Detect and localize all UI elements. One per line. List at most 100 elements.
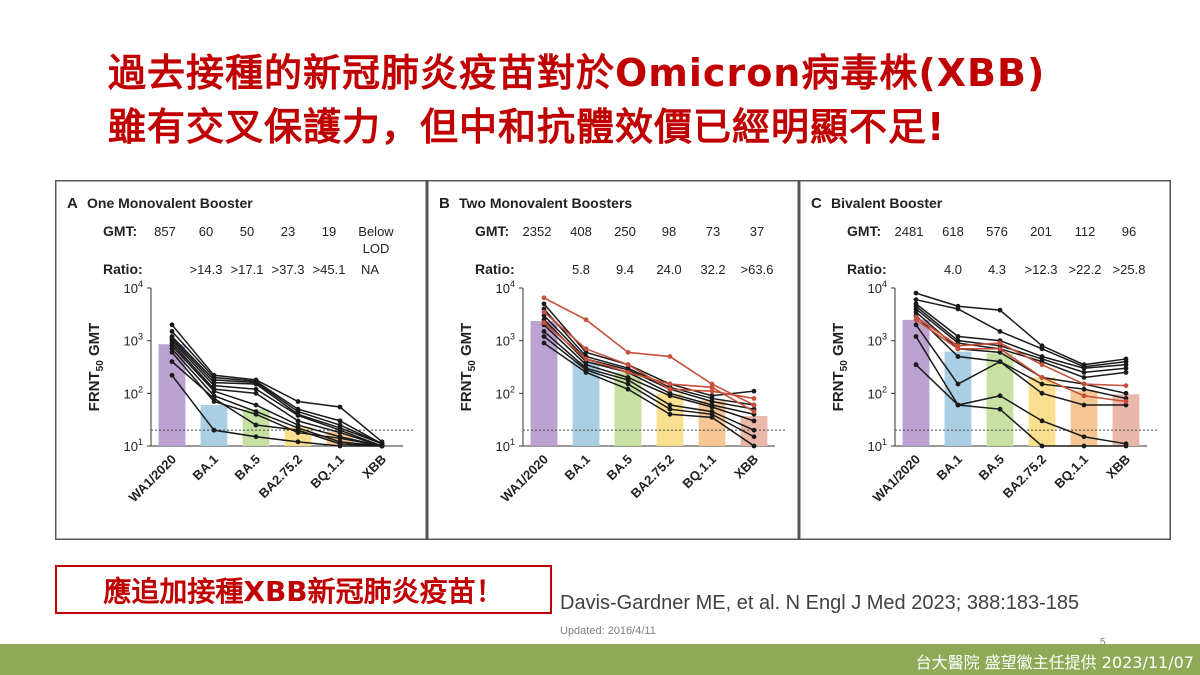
data-point <box>751 388 757 394</box>
gmt-value: 201 <box>1030 224 1052 239</box>
series-line <box>915 324 1126 406</box>
gmt-value: 576 <box>986 224 1008 239</box>
data-point <box>997 406 1003 412</box>
series-line <box>543 342 755 447</box>
data-point <box>253 422 259 428</box>
series-line <box>543 315 755 410</box>
data-point <box>1081 434 1087 440</box>
gmt-value: Below LOD <box>358 224 394 256</box>
ratio-value: >12.3 <box>1025 262 1058 277</box>
data-point <box>913 290 919 296</box>
ratio-value: NA <box>361 262 379 277</box>
series-line <box>171 340 383 447</box>
data-point <box>709 414 715 420</box>
data-point <box>913 309 919 315</box>
ratio-value: >45.1 <box>313 262 346 277</box>
data-point <box>1081 386 1087 392</box>
bar <box>200 405 228 446</box>
data-point <box>667 381 673 387</box>
data-point <box>253 402 259 408</box>
data-point <box>955 346 961 352</box>
series-line <box>915 308 1127 379</box>
series-line <box>171 330 383 445</box>
data-point <box>253 411 259 417</box>
series-line <box>915 298 1127 368</box>
series-line <box>543 335 755 438</box>
bar <box>656 393 684 446</box>
data-point <box>1123 362 1129 368</box>
data-point <box>211 388 217 394</box>
data-point <box>667 393 673 399</box>
series-line <box>543 319 755 416</box>
data-point <box>625 349 631 355</box>
data-point <box>169 328 175 334</box>
data-point <box>295 430 301 435</box>
data-point <box>295 413 301 418</box>
gmt-value: 96 <box>1122 224 1136 239</box>
ratio-value: >63.6 <box>741 262 774 277</box>
data-point <box>295 418 301 424</box>
data-point <box>955 354 961 359</box>
data-point <box>541 309 547 315</box>
data-point <box>583 317 589 323</box>
data-point <box>169 322 175 328</box>
y-tick-label: 102 <box>868 384 887 401</box>
data-point <box>541 313 547 318</box>
footer-credit: 台大醫院 盛望徽主任提供 2023/11/07 <box>915 653 1194 672</box>
data-point <box>583 346 589 352</box>
gmt-value: 2352 <box>523 224 552 239</box>
ratio-value: >17.1 <box>231 262 264 277</box>
ratio-value: 5.8 <box>572 262 590 277</box>
data-point <box>169 372 175 378</box>
data-point <box>337 430 343 435</box>
data-point <box>709 399 715 404</box>
y-axis-label: FRNT50 GMT <box>458 323 478 412</box>
data-point <box>1081 381 1087 387</box>
data-point <box>337 404 343 410</box>
data-point <box>667 386 673 392</box>
data-point <box>295 439 301 445</box>
data-point <box>583 349 589 355</box>
series-line <box>915 305 1127 374</box>
ratio-value: >25.8 <box>1113 262 1146 277</box>
data-point <box>751 443 757 449</box>
data-point <box>541 340 547 346</box>
series-line <box>915 303 1127 369</box>
ratio-value: 9.4 <box>616 262 634 277</box>
panel-letter: B <box>439 195 450 212</box>
data-point <box>541 301 547 307</box>
citation: Davis-Gardner ME, et al. N Engl J Med 20… <box>560 592 1080 614</box>
data-point <box>667 411 673 417</box>
data-point <box>751 418 757 424</box>
series-line <box>915 336 1127 445</box>
panel-border <box>55 180 427 540</box>
data-point <box>295 399 301 404</box>
y-tick-label: 103 <box>496 332 515 349</box>
panel-title: Two Monovalent Boosters <box>459 195 632 211</box>
gmt-value: 408 <box>570 224 592 239</box>
data-point <box>625 369 631 375</box>
y-tick-label: 103 <box>868 332 887 349</box>
data-point <box>1081 402 1087 408</box>
ratio-value: >14.3 <box>190 262 223 277</box>
data-point <box>541 295 547 301</box>
ratio-label: Ratio: <box>475 261 515 277</box>
series-line <box>915 311 1127 395</box>
data-point <box>997 349 1003 355</box>
gmt-label: GMT: <box>475 223 509 239</box>
series-line-red <box>543 311 755 400</box>
data-point <box>751 434 757 440</box>
slide-title: 過去接種的新冠肺炎疫苗對於Omicron病毒株(XBB) 雖有交叉保護力，但中和… <box>108 46 1168 154</box>
panel-title: Bivalent Booster <box>831 195 943 211</box>
data-point <box>625 386 631 392</box>
footer-bar: 台大醫院 盛望徽主任提供 2023/11/07 <box>0 644 1200 675</box>
series-line <box>171 374 382 447</box>
data-point <box>1123 390 1129 396</box>
ratio-value: 4.0 <box>944 262 962 277</box>
data-point <box>1081 369 1087 375</box>
data-point <box>541 320 547 326</box>
data-point <box>379 443 385 449</box>
data-point <box>709 384 715 390</box>
data-point <box>997 393 1003 399</box>
data-point <box>1123 443 1129 449</box>
